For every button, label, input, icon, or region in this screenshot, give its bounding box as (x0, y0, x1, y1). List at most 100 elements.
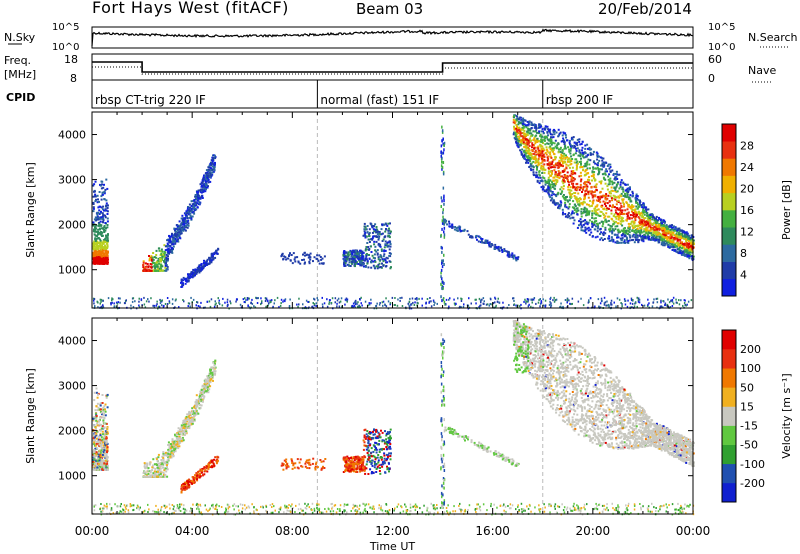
ground-scatter-cell (100, 305, 103, 308)
echo-cell (679, 250, 681, 253)
echo-cell (680, 237, 683, 240)
echo-cell (576, 141, 579, 144)
echo-cell (592, 166, 595, 169)
echo-cell (570, 196, 573, 198)
echo-cell (611, 206, 614, 209)
echo-cell (622, 198, 625, 201)
echo-cell (602, 239, 604, 242)
ground-scatter-cell (664, 304, 666, 307)
echo-cell (668, 231, 671, 234)
ground-scatter-cell (192, 298, 195, 301)
echo-cell (633, 209, 636, 212)
echo-cell (617, 208, 620, 211)
echo-cell (638, 224, 641, 227)
echo-cell (609, 163, 612, 166)
echo-cell (180, 281, 182, 284)
echo-cell (560, 164, 563, 167)
echo-cell (187, 210, 189, 213)
echo-cell (539, 154, 542, 157)
echo-cell (600, 211, 603, 213)
echo-cell (343, 262, 346, 265)
echo-cell (646, 217, 649, 220)
echo-cell (481, 238, 484, 240)
echo-cell (525, 158, 528, 161)
ground-scatter-cell (611, 303, 613, 306)
echo-cell (632, 238, 634, 241)
echo-cell (150, 269, 153, 272)
echo-cell (522, 117, 525, 120)
echo-cell (343, 250, 346, 253)
echo-cell (620, 211, 623, 214)
ground-scatter-cell (159, 300, 162, 302)
echo-cell (645, 220, 648, 222)
echo-cell (172, 240, 175, 243)
echo-cell (442, 186, 445, 190)
ground-scatter-cell (566, 301, 568, 304)
echo-cell (617, 195, 620, 198)
echo-cell (214, 156, 217, 158)
ground-scatter-cell (603, 296, 606, 299)
echo-cell (673, 244, 676, 247)
echo-cell (537, 127, 540, 129)
echo-cell (543, 177, 546, 180)
echo-cell (102, 186, 105, 189)
echo-cell (209, 166, 212, 169)
echo-cell (442, 151, 445, 155)
ground-scatter-cell (218, 301, 220, 304)
ground-scatter-cell (354, 303, 357, 306)
echo-cell (622, 190, 625, 193)
echo-cell (294, 256, 297, 259)
echo-cell (563, 147, 566, 150)
ground-scatter-cell (651, 305, 654, 308)
echo-cell (101, 191, 104, 194)
ground-scatter-cell (526, 298, 529, 300)
echo-cell (191, 211, 194, 214)
echo-cell (344, 262, 347, 265)
echo-cell (207, 181, 210, 184)
ground-scatter-cell (571, 302, 573, 305)
echo-cell (154, 266, 157, 269)
echo-cell (591, 220, 593, 223)
echo-cell (186, 226, 189, 229)
echo-cell (575, 164, 578, 167)
echo-cell (691, 257, 694, 260)
echo-cell (615, 170, 618, 173)
echo-cell (203, 259, 205, 262)
echo-cell (691, 250, 694, 253)
echo-cell (343, 257, 346, 260)
echo-cell (537, 163, 540, 165)
echo-cell (515, 115, 518, 118)
ground-scatter-cell (361, 304, 363, 307)
nave-tick: 60 (708, 53, 722, 66)
echo-cell (628, 231, 631, 234)
noise-left-tick: 10^5 (52, 22, 79, 33)
echo-cell (187, 279, 190, 282)
echo-cell (581, 166, 584, 168)
echo-cell (611, 189, 614, 192)
echo-cell (576, 160, 579, 163)
ground-scatter-cell (448, 298, 450, 301)
cpid-segment-label: rbsp CT-trig 220 IF (95, 93, 206, 107)
echo-cell (441, 167, 443, 171)
ground-scatter-cell (313, 304, 316, 307)
echo-cell (615, 175, 618, 178)
echo-cell (627, 189, 630, 192)
echo-cell (655, 235, 658, 238)
ground-scatter-cell (307, 301, 309, 303)
echo-cell (93, 230, 96, 233)
echo-cell (199, 197, 202, 200)
echo-cell (185, 215, 188, 218)
echo-cell (572, 182, 575, 185)
echo-cell (441, 250, 443, 254)
echo-cell (442, 208, 444, 212)
ground-scatter-cell (413, 304, 416, 306)
echo-cell (493, 247, 496, 250)
echo-cell (164, 265, 167, 267)
cpid-segment-label: normal (fast) 151 IF (320, 93, 439, 107)
echo-cell (591, 212, 594, 215)
ground-scatter-cell (248, 297, 250, 300)
echo-cell (580, 215, 583, 218)
echo-cell (548, 164, 551, 167)
echo-cell (526, 156, 529, 159)
ground-scatter-cell (157, 305, 160, 308)
